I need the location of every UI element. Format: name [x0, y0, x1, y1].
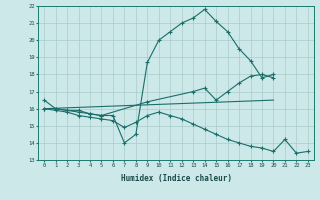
X-axis label: Humidex (Indice chaleur): Humidex (Indice chaleur) [121, 174, 231, 183]
